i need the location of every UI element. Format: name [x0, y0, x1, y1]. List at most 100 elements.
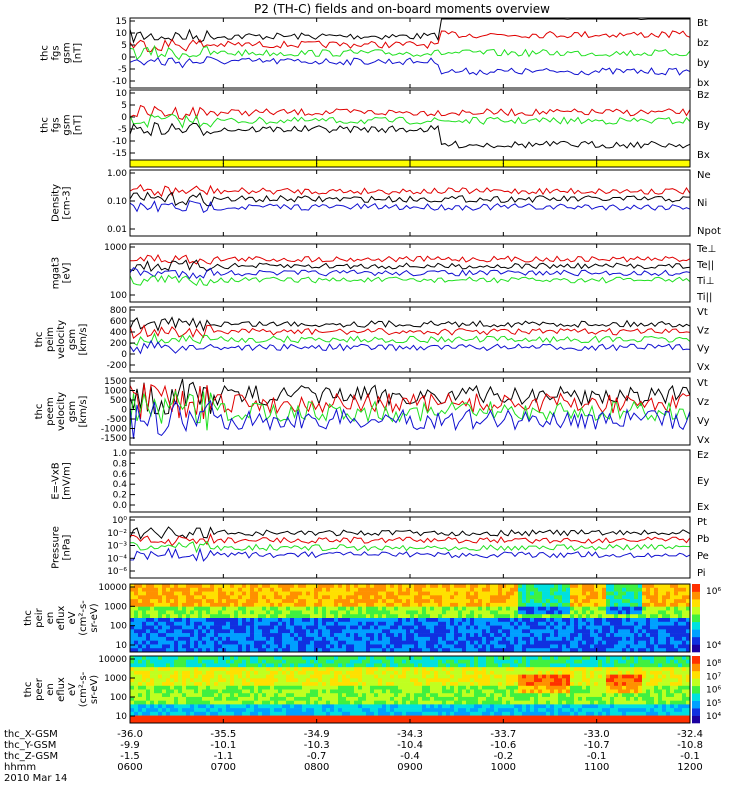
spectrogram-cell	[170, 696, 175, 701]
spectrogram-cell	[510, 599, 515, 604]
spectrogram-cell	[206, 595, 211, 600]
spectrogram-cell	[514, 704, 519, 709]
spectrogram-cell	[510, 584, 515, 589]
spectrogram-cell	[222, 614, 227, 619]
spectrogram-cell	[330, 670, 335, 675]
spectrogram-cell	[326, 682, 331, 687]
spectrogram-cell	[322, 674, 327, 679]
spectrogram-cell	[346, 682, 351, 687]
spectrogram-cell	[534, 648, 539, 653]
spectrogram-cell	[418, 636, 423, 641]
spectrogram-cell	[574, 719, 579, 724]
spectrogram-cell	[586, 704, 591, 709]
spectrogram-cell	[450, 640, 455, 645]
spectrogram-cell	[358, 682, 363, 687]
spectrogram-cell	[590, 708, 595, 713]
spectrogram-cell	[218, 648, 223, 653]
spectrogram-cell	[258, 636, 263, 641]
spectrogram-cell	[350, 696, 355, 701]
spectrogram-cell	[306, 602, 311, 607]
spectrogram-cell	[134, 621, 139, 626]
spectrogram-cell	[202, 678, 207, 683]
spectrogram-cell	[682, 610, 687, 615]
spectrogram-cell	[234, 636, 239, 641]
spectrogram-cell	[610, 602, 615, 607]
spectrogram-cell	[538, 708, 543, 713]
spectrogram-cell	[490, 587, 495, 592]
spectrogram-cell	[158, 696, 163, 701]
spectrogram-cell	[482, 644, 487, 649]
spectrogram-cell	[166, 719, 171, 724]
spectrogram-cell	[262, 693, 267, 698]
spectrogram-cell	[390, 678, 395, 683]
spectrogram-cell	[294, 678, 299, 683]
spectrogram-cell	[398, 674, 403, 679]
spectrogram-cell	[458, 667, 463, 672]
spectrogram-cell	[194, 693, 199, 698]
spectrogram-cell	[326, 715, 331, 720]
spectrogram-cell	[178, 682, 183, 687]
spectrogram-cell	[270, 636, 275, 641]
spectrogram-cell	[358, 715, 363, 720]
spectrogram-cell	[194, 599, 199, 604]
spectrogram-cell	[410, 659, 415, 664]
spectrogram-cell	[566, 711, 571, 716]
spectrogram-cell	[498, 667, 503, 672]
spectrogram-cell	[254, 633, 259, 638]
spectrogram-cell	[254, 715, 259, 720]
spectrogram-cell	[546, 633, 551, 638]
spectrogram-cell	[526, 708, 531, 713]
spectrogram-cell	[578, 663, 583, 668]
spectrogram-cell	[466, 591, 471, 596]
spectrogram-cell	[146, 591, 151, 596]
spectrogram-cell	[306, 614, 311, 619]
spectrogram-cell	[482, 711, 487, 716]
spectrogram-cell	[414, 674, 419, 679]
spectrogram-cell	[406, 629, 411, 634]
spectrogram-cell	[558, 648, 563, 653]
spectrogram-cell	[506, 621, 511, 626]
spectrogram-cell	[634, 614, 639, 619]
spectrogram-cell	[634, 625, 639, 630]
spectrogram-cell	[566, 633, 571, 638]
spectrogram-cell	[226, 663, 231, 668]
spectrogram-cell	[454, 715, 459, 720]
spectrogram-cell	[458, 704, 463, 709]
spectrogram-cell	[370, 595, 375, 600]
spectrogram-cell	[558, 674, 563, 679]
spectrogram-cell	[502, 606, 507, 611]
spectrogram-cell	[554, 629, 559, 634]
spectrogram-cell	[466, 625, 471, 630]
spectrogram-cell	[646, 599, 651, 604]
spectrogram-cell	[314, 674, 319, 679]
spectrogram-cell	[446, 700, 451, 705]
spectrogram-cell	[542, 663, 547, 668]
spectrogram-cell	[474, 685, 479, 690]
spectrogram-cell	[362, 621, 367, 626]
spectrogram-cell	[482, 599, 487, 604]
spectrogram-cell	[230, 682, 235, 687]
spectrogram-cell	[174, 678, 179, 683]
spectrogram-cell	[266, 591, 271, 596]
spectrogram-cell	[274, 704, 279, 709]
spectrogram-cell	[526, 591, 531, 596]
spectrogram-cell	[378, 640, 383, 645]
spectrogram-cell	[566, 693, 571, 698]
spectrogram-cell	[646, 602, 651, 607]
spectrogram-cell	[258, 685, 263, 690]
spectrogram-cell	[546, 667, 551, 672]
spectrogram-cell	[394, 591, 399, 596]
spectrogram-cell	[542, 606, 547, 611]
spectrogram-cell	[154, 719, 159, 724]
spectrogram-cell	[470, 636, 475, 641]
spectrogram-cell	[634, 606, 639, 611]
spectrogram-cell	[366, 708, 371, 713]
y-tick-label: 5	[121, 101, 127, 111]
spectrogram-cell	[398, 602, 403, 607]
spectrogram-cell	[534, 633, 539, 638]
spectrogram-cell	[406, 670, 411, 675]
spectrogram-cell	[318, 584, 323, 589]
spectrogram-cell	[382, 715, 387, 720]
spectrogram-cell	[206, 670, 211, 675]
spectrogram-cell	[234, 708, 239, 713]
